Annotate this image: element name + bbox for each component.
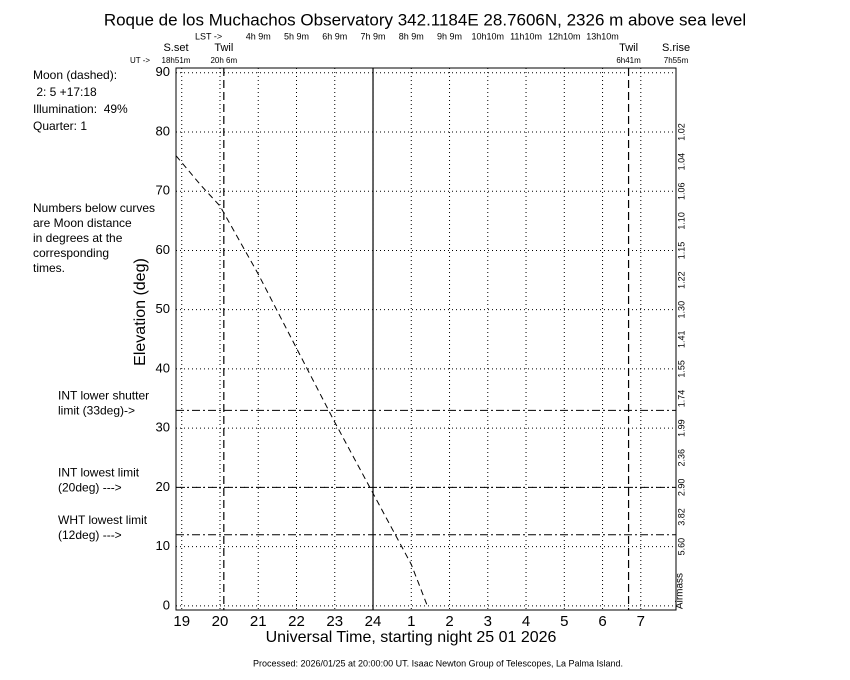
lst-label: 8h 9m bbox=[399, 31, 424, 41]
lst-label: 10h10m bbox=[472, 31, 505, 41]
lst-arrow: LST -> bbox=[195, 31, 222, 41]
airmass-label: 1.55 bbox=[676, 360, 686, 378]
event-time: 20h 6m bbox=[210, 56, 237, 65]
airmass-label: 1.02 bbox=[676, 123, 686, 141]
note: times. bbox=[33, 261, 65, 275]
airmass-label: 1.10 bbox=[676, 212, 686, 230]
lst-label: 9h 9m bbox=[437, 31, 462, 41]
moon-curve bbox=[175, 155, 428, 607]
x-tick-label: 2 bbox=[445, 613, 453, 630]
lst-label: 4h 9m bbox=[246, 31, 271, 41]
limit-label: INT lowest limit bbox=[58, 466, 140, 480]
airmass-title: Airmass bbox=[675, 573, 686, 609]
moon-info: Quarter: 1 bbox=[33, 119, 87, 133]
x-tick-label: 3 bbox=[484, 613, 492, 630]
airmass-label: 2.90 bbox=[676, 479, 686, 497]
note: are Moon distance bbox=[33, 216, 132, 230]
moon-info: Moon (dashed): bbox=[33, 68, 117, 82]
airmass-label: 2.36 bbox=[676, 449, 686, 467]
limit-label: (12deg) ---> bbox=[58, 528, 122, 542]
event-time: 6h41m bbox=[616, 56, 641, 65]
x-tick-label: 1 bbox=[407, 613, 415, 630]
airmass-label: 1.99 bbox=[676, 419, 686, 437]
chart-title: Roque de los Muchachos Observatory 342.1… bbox=[104, 10, 746, 29]
note: in degrees at the bbox=[33, 231, 123, 245]
event-time: 7h55m bbox=[664, 56, 689, 65]
note: corresponding bbox=[33, 246, 109, 260]
airmass-label: 1.74 bbox=[676, 390, 686, 408]
event-name: S.set bbox=[163, 42, 188, 54]
lst-label: 7h 9m bbox=[361, 31, 386, 41]
y-tick-label: 0 bbox=[163, 597, 170, 612]
y-tick-label: 10 bbox=[156, 538, 170, 553]
note: Numbers below curves bbox=[33, 201, 155, 215]
y-tick-label: 40 bbox=[156, 360, 170, 375]
lst-label: 13h10m bbox=[586, 31, 619, 41]
airmass-label: 1.04 bbox=[676, 153, 686, 171]
x-axis-label: Universal Time, starting night 25 01 202… bbox=[266, 629, 557, 646]
x-tick-label: 6 bbox=[598, 613, 606, 630]
ut-arrow: UT -> bbox=[130, 56, 150, 65]
y-tick-label: 90 bbox=[156, 64, 170, 79]
airmass-label: 3.82 bbox=[676, 508, 686, 526]
limit-label: INT lower shutter bbox=[58, 389, 149, 403]
y-tick-label: 70 bbox=[156, 183, 170, 198]
lst-label: 5h 9m bbox=[284, 31, 309, 41]
event-name: Twil bbox=[214, 42, 233, 54]
limit-label: WHT lowest limit bbox=[58, 513, 148, 527]
x-tick-label: 23 bbox=[326, 613, 343, 630]
plot-frame bbox=[175, 67, 677, 611]
footer: Processed: 2026/01/25 at 20:00:00 UT. Is… bbox=[253, 658, 623, 668]
airmass-label: 1.15 bbox=[676, 242, 686, 260]
event-name: Twil bbox=[619, 42, 638, 54]
x-tick-label: 4 bbox=[522, 613, 530, 630]
airmass-label: 1.22 bbox=[676, 271, 686, 289]
airmass-label: 1.41 bbox=[676, 331, 686, 349]
event-name: S.rise bbox=[662, 42, 690, 54]
x-tick-label: 20 bbox=[212, 613, 229, 630]
x-tick-label: 19 bbox=[173, 613, 190, 630]
y-tick-label: 60 bbox=[156, 242, 170, 257]
airmass-label: 1.30 bbox=[676, 301, 686, 319]
y-tick-label: 30 bbox=[156, 420, 170, 435]
lst-label: 11h10m bbox=[510, 31, 542, 41]
y-tick-label: 80 bbox=[156, 123, 170, 138]
limit-label: limit (33deg)-> bbox=[58, 404, 135, 418]
lst-label: 12h10m bbox=[548, 31, 581, 41]
event-time: 18h51m bbox=[162, 56, 191, 65]
airmass-label: 1.06 bbox=[676, 182, 686, 200]
x-tick-label: 5 bbox=[560, 613, 568, 630]
x-tick-label: 22 bbox=[288, 613, 305, 630]
moon-info: 2: 5 +17:18 bbox=[33, 85, 97, 99]
x-tick-label: 24 bbox=[365, 613, 382, 630]
y-tick-label: 20 bbox=[156, 479, 170, 494]
lst-label: 6h 9m bbox=[322, 31, 347, 41]
limit-label: (20deg) ---> bbox=[58, 481, 122, 495]
y-axis-label: Elevation (deg) bbox=[132, 258, 149, 366]
x-tick-label: 21 bbox=[250, 613, 267, 630]
y-tick-label: 50 bbox=[156, 301, 170, 316]
airmass-label: 5.60 bbox=[676, 538, 686, 556]
x-tick-label: 7 bbox=[637, 613, 645, 630]
moon-info: Illumination: 49% bbox=[33, 102, 128, 116]
